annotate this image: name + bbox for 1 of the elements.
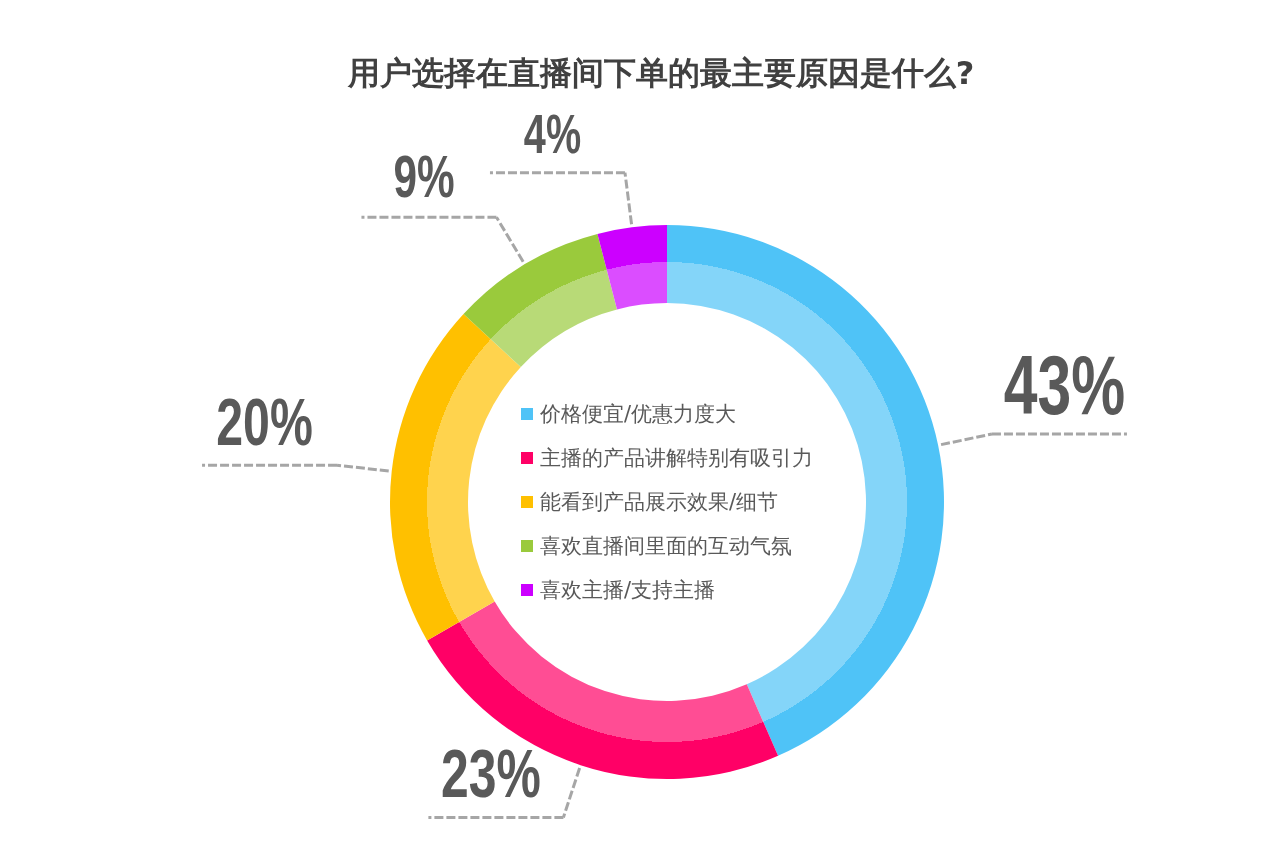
title: 用户选择在直播间下单的最主要原因是什么? (347, 54, 975, 92)
